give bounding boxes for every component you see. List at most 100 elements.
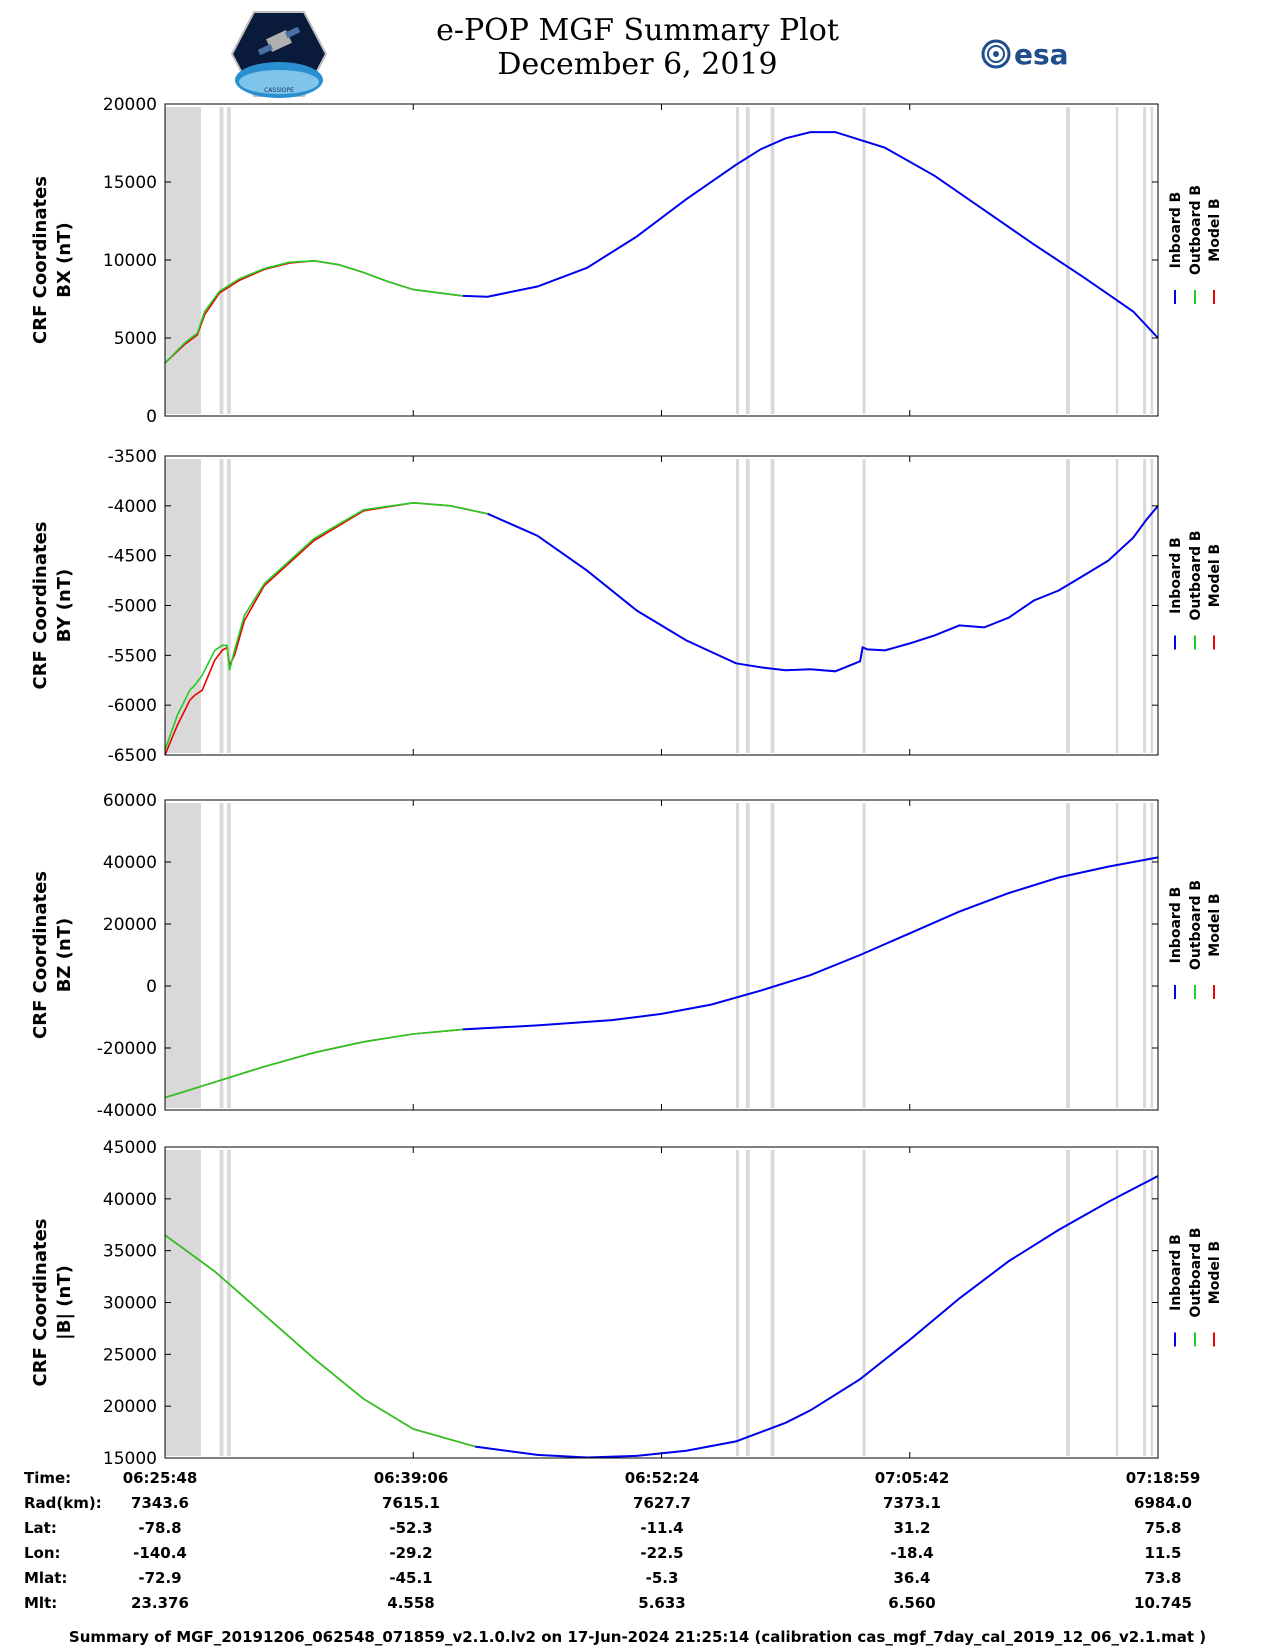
data-gap-band [219,1150,224,1456]
ephemeris-rad: 7373.1 [883,1494,941,1512]
y-tick-label: -3500 [108,447,157,467]
legend-label: Model B [1207,544,1223,607]
data-gap-band [735,803,739,1108]
y-axis-label: CRF Coordinates [30,1219,51,1387]
ephemeris-label-mlat: Mlat: [24,1569,68,1587]
legend-label: Inboard B [1168,887,1184,964]
ephemeris-label-time: Time: [24,1469,72,1487]
ephemeris-label-mlt: Mlt: [24,1594,58,1612]
chart-panel-1: 0 5000 10000 15000 20000 CRF Coordinates BX (n… [30,95,1223,427]
chart-panel-4: 15000 20000 25000 30000 35000 40000 45000 CRF C… [30,1138,1223,1469]
data-gap-band [1066,107,1070,414]
series-line-inboard-b [475,1175,1159,1459]
ephemeris-label-lat: Lat: [24,1519,57,1537]
data-gap-band [227,803,231,1108]
ephemeris-time: 07:18:59 [1125,1469,1201,1487]
y-tick-label: 40000 [103,853,157,873]
title-line-1: e-POP MGF Summary Plot [436,13,839,48]
ephemeris-mlat: 36.4 [893,1569,931,1587]
y-tick-label: -5000 [108,597,157,617]
y-tick-label: 30000 [103,1294,157,1314]
ephemeris-time: 07:05:42 [874,1469,950,1487]
data-gap-band [1143,1150,1147,1456]
data-gap-band [1143,803,1147,1108]
series-line-model-b [164,1028,463,1099]
plot-title: e-POP MGF Summary Plot December 6, 2019 [0,14,1275,82]
data-gap-band [219,459,224,753]
y-tick-label: -40000 [97,1101,157,1121]
ephemeris-label-lon: Lon: [24,1544,61,1562]
data-gap-band [862,803,866,1108]
data-gap-band [745,107,750,414]
ephemeris-lat: -78.8 [138,1519,182,1537]
data-gap-band [735,107,739,414]
legend-label: Outboard B [1188,880,1204,970]
y-tick-label: 5000 [114,329,157,349]
ephemeris-lon: -29.2 [389,1544,433,1562]
legend-label: Inboard B [1168,537,1184,614]
data-gap-band [227,107,231,414]
y-axis-unit-label: BZ (nT) [54,918,75,993]
data-gap-band [1115,107,1119,414]
ephemeris-mlat: -45.1 [389,1569,433,1587]
series-line-outboard-b [164,259,464,364]
data-gap-band [227,459,231,753]
data-gap-band [165,803,201,1108]
y-tick-label: 40000 [103,1190,157,1210]
ephemeris-rad: 7627.7 [633,1494,691,1512]
ephemeris-mlt: 4.558 [387,1594,435,1612]
ephemeris-lat: 75.8 [1144,1519,1182,1537]
y-tick-label: -6000 [108,696,157,716]
y-tick-label: 10000 [103,251,157,271]
y-axis-unit-label: |B| (nT) [54,1265,75,1340]
ephemeris-mlat: 73.8 [1144,1569,1182,1587]
y-tick-label: 20000 [103,95,157,115]
data-gap-band [862,1150,866,1456]
ephemeris-lat: -11.4 [640,1519,684,1537]
data-gap-band [770,459,775,753]
ephemeris-lon: -140.4 [133,1544,187,1562]
data-gap-band [1150,107,1154,414]
ephemeris-lon: -22.5 [640,1544,684,1562]
y-tick-label: 0 [146,977,157,997]
ephemeris-mlt: 5.633 [638,1594,686,1612]
data-gap-band [1115,459,1119,753]
plot-axes-box [164,455,1159,756]
ephemeris-mlat: -5.3 [645,1569,679,1587]
plot-axes-box [164,1146,1159,1459]
data-gap-band [1066,1150,1070,1456]
esa-logo: esa [981,38,1069,71]
series-line-outboard-b [164,501,488,751]
legend-label: Outboard B [1188,530,1204,620]
chart-panel-3: -40000 -20000 0 20000 40000 60000 CRF Coordina… [30,791,1223,1121]
data-gap-band [1115,1150,1119,1456]
ephemeris-lon: -18.4 [890,1544,934,1562]
y-axis-unit-label: BX (nT) [54,222,75,297]
data-gap-band [1066,803,1070,1108]
y-axis-label: CRF Coordinates [30,176,51,344]
y-tick-label: 45000 [103,1138,157,1158]
data-gap-band [1150,459,1154,753]
legend-label: Outboard B [1188,185,1204,275]
y-tick-label: 25000 [103,1345,157,1365]
ephemeris-time: 06:39:06 [373,1469,449,1487]
y-tick-label: 15000 [103,1449,157,1469]
data-gap-band [862,459,866,753]
legend-label: Model B [1207,1241,1223,1304]
legend-label: Outboard B [1188,1227,1204,1317]
ephemeris-lat: 31.2 [893,1519,931,1537]
ephemeris-mlt: 6.560 [888,1594,936,1612]
data-gap-band [770,803,775,1108]
y-tick-label: -5500 [108,646,157,666]
data-gap-band [219,107,224,414]
ephemeris-rad: 7615.1 [382,1494,440,1512]
ephemeris-mlt: 10.745 [1134,1594,1192,1612]
y-axis-label: CRF Coordinates [30,871,51,1039]
title-line-2: December 6, 2019 [497,47,778,82]
y-tick-label: -20000 [97,1039,157,1059]
ephemeris-rad: 6984.0 [1134,1494,1192,1512]
y-tick-label: -4500 [108,547,157,567]
y-axis-label: CRF Coordinates [30,522,51,690]
ephemeris-label-rad: Rad(km): [24,1494,102,1512]
series-line-outboard-b [164,1028,463,1099]
